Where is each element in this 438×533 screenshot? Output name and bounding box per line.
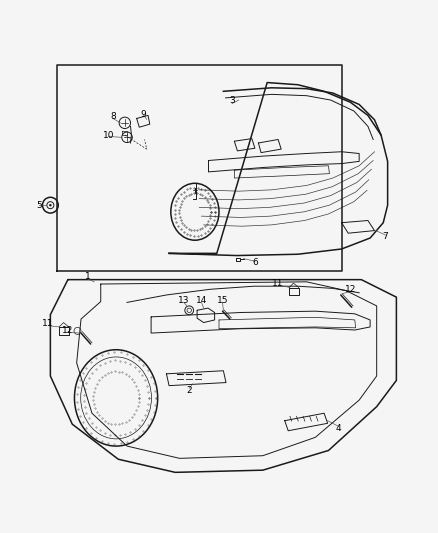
Text: 4: 4 bbox=[336, 424, 341, 433]
Text: 11: 11 bbox=[42, 319, 54, 328]
Text: 10: 10 bbox=[103, 131, 114, 140]
Text: 15: 15 bbox=[217, 296, 228, 305]
Text: 11: 11 bbox=[272, 279, 284, 288]
Text: 3: 3 bbox=[229, 96, 235, 106]
Text: 13: 13 bbox=[178, 296, 190, 305]
Text: 7: 7 bbox=[382, 232, 389, 241]
Circle shape bbox=[49, 204, 51, 206]
Text: 6: 6 bbox=[252, 259, 258, 268]
Text: 14: 14 bbox=[196, 296, 207, 305]
Text: 5: 5 bbox=[36, 201, 42, 209]
Text: 2: 2 bbox=[187, 385, 192, 394]
Text: 9: 9 bbox=[141, 110, 147, 118]
Text: 12: 12 bbox=[62, 326, 74, 335]
Text: 1: 1 bbox=[85, 272, 91, 281]
Text: 12: 12 bbox=[345, 285, 356, 294]
Text: 8: 8 bbox=[110, 112, 116, 121]
